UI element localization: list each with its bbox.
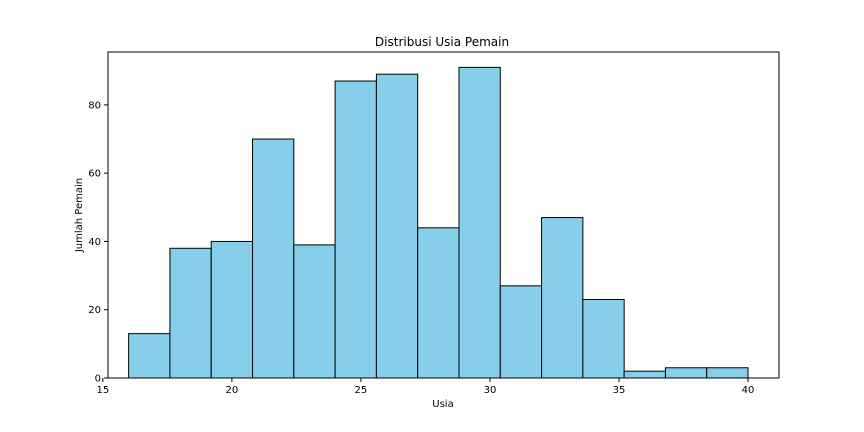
x-axis-ticks: 15 20 25 30 35 40 xyxy=(96,378,754,396)
x-tick-label: 40 xyxy=(742,385,755,396)
y-tick-label: 80 xyxy=(88,100,101,111)
x-tick-label: 15 xyxy=(96,385,109,396)
y-tick-label: 0 xyxy=(95,374,101,385)
histogram-bar xyxy=(293,244,336,379)
histogram-bar xyxy=(499,285,543,379)
bars-group xyxy=(128,66,749,379)
x-tick-label: 35 xyxy=(613,385,626,396)
x-tick-label: 20 xyxy=(226,385,239,396)
histogram-bar xyxy=(664,367,708,379)
histogram-bar xyxy=(417,227,460,379)
histogram-bar xyxy=(210,240,254,379)
histogram-bar xyxy=(128,333,171,379)
histogram-bar xyxy=(252,138,295,379)
y-tick-label: 20 xyxy=(88,305,101,316)
x-tick-label: 30 xyxy=(484,385,497,396)
y-axis-label: Jumlah Pemain xyxy=(74,178,85,253)
x-axis-label: Usia xyxy=(432,399,453,410)
chart-title: Distribusi Usia Pemain xyxy=(375,35,509,49)
y-tick-label: 40 xyxy=(88,237,101,248)
y-axis-ticks: 0 20 40 60 80 xyxy=(88,100,108,385)
y-tick-label: 60 xyxy=(88,169,101,180)
histogram-bar xyxy=(706,367,749,379)
x-tick-label: 25 xyxy=(355,385,368,396)
histogram-bar xyxy=(541,217,584,379)
histogram-bar xyxy=(375,73,419,379)
histogram-bar xyxy=(623,370,666,379)
histogram-bar xyxy=(334,80,377,379)
plot-frame xyxy=(107,51,780,379)
histogram-bar xyxy=(169,247,212,379)
histogram-bar xyxy=(458,66,501,379)
histogram-bar xyxy=(582,298,625,379)
